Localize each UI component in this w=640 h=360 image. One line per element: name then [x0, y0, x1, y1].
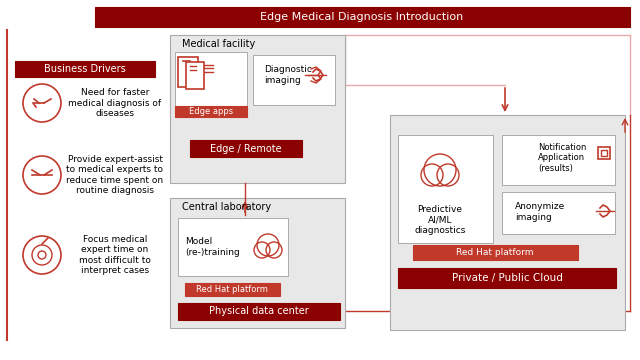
Text: Private / Public Cloud: Private / Public Cloud [452, 273, 563, 283]
Bar [95, 7, 630, 27]
Bar [178, 57, 198, 87]
Bar [598, 147, 610, 159]
Bar [15, 61, 155, 77]
Bar [170, 35, 345, 183]
Text: Need for faster
medical diagnosis of
diseases: Need for faster medical diagnosis of dis… [68, 88, 161, 118]
Bar [185, 283, 280, 296]
Text: Notification
Application
(results): Notification Application (results) [538, 143, 586, 173]
Text: Anonymize
imaging: Anonymize imaging [515, 202, 565, 222]
Text: Medical facility: Medical facility [182, 39, 255, 49]
Bar [178, 303, 340, 320]
Bar [413, 245, 578, 260]
Text: Diagnostic
imaging: Diagnostic imaging [264, 65, 312, 85]
Text: Red Hat platform: Red Hat platform [196, 285, 268, 294]
Bar [390, 115, 625, 330]
Text: Edge apps: Edge apps [189, 107, 233, 116]
Text: Central laboratory: Central laboratory [182, 202, 271, 212]
Bar [178, 218, 288, 276]
Text: Edge Medical Diagnosis Introduction: Edge Medical Diagnosis Introduction [260, 12, 463, 22]
Bar [175, 106, 247, 117]
Text: Focus medical
expert time on
most difficult to
interpret cases: Focus medical expert time on most diffic… [79, 235, 151, 275]
Bar [502, 192, 615, 234]
Text: Physical data center: Physical data center [209, 306, 309, 316]
Text: Provide expert-assist
to medical experts to
reduce time spent on
routine diagnos: Provide expert-assist to medical experts… [67, 155, 164, 195]
Bar [398, 268, 616, 288]
Bar [170, 198, 345, 328]
Bar [502, 135, 615, 185]
Text: Predictive
AI/ML
diagnostics: Predictive AI/ML diagnostics [414, 205, 466, 235]
Bar [253, 55, 335, 105]
Text: Business Drivers: Business Drivers [44, 64, 126, 74]
Bar [190, 140, 302, 157]
Bar [186, 62, 204, 89]
Bar [398, 135, 493, 243]
Bar [601, 150, 607, 156]
Text: Red Hat platform: Red Hat platform [456, 248, 534, 257]
Text: Edge / Remote: Edge / Remote [210, 144, 282, 153]
Text: Model
(re-)training: Model (re-)training [185, 237, 240, 257]
Bar [175, 52, 247, 117]
